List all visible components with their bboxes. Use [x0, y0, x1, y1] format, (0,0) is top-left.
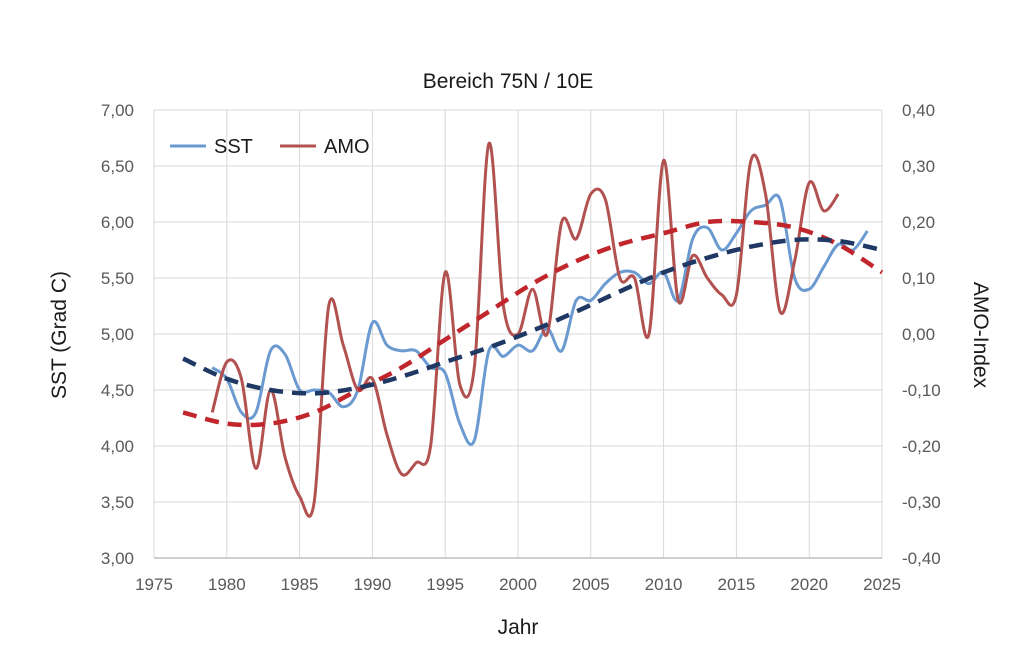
x-tick-label: 1980 [208, 575, 246, 594]
x-tick-label: 2000 [499, 575, 537, 594]
legend: SST AMO [170, 136, 370, 158]
y-tick-label: 5,00 [101, 325, 134, 344]
sst-trend-line [182, 237, 883, 396]
series-group [182, 142, 884, 518]
y2-tick-label: -0,10 [902, 381, 941, 400]
y-axis-ticks: 3,00 3,50 4,00 4,50 5,00 5,50 6,00 6,50 7,00 [101, 101, 134, 568]
y2-tick-label: -0,40 [902, 549, 941, 568]
y-tick-label: 3,00 [101, 549, 134, 568]
y-tick-label: 6,00 [101, 213, 134, 232]
grid [153, 109, 883, 559]
x-axis-title: Jahr [498, 616, 539, 639]
x-tick-label: 2005 [572, 575, 610, 594]
y2-tick-label: 0,10 [902, 269, 935, 288]
x-tick-label: 2010 [645, 575, 683, 594]
y-tick-label: 7,00 [101, 101, 134, 120]
y2-tick-label: 0,20 [902, 213, 935, 232]
amo-line [210, 142, 840, 518]
chart-title: Bereich 75N / 10E [423, 70, 593, 93]
x-tick-label: 1985 [281, 575, 319, 594]
legend-sst-label: SST [214, 136, 253, 158]
x-tick-label: 2025 [863, 575, 901, 594]
y-tick-label: 5,50 [101, 269, 134, 288]
x-tick-label: 1995 [426, 575, 464, 594]
y2-tick-label: 0,00 [902, 325, 935, 344]
y-tick-label: 3,50 [101, 493, 134, 512]
y-tick-label: 6,50 [101, 157, 134, 176]
y-tick-label: 4,50 [101, 381, 134, 400]
y-axis-title: SST (Grad C) [48, 271, 71, 399]
legend-amo-label: AMO [324, 136, 370, 158]
x-tick-label: 2015 [717, 575, 755, 594]
y2-tick-label: 0,40 [902, 101, 935, 120]
x-tick-label: 2020 [790, 575, 828, 594]
x-tick-label: 1990 [353, 575, 391, 594]
y2-tick-label: -0,30 [902, 493, 941, 512]
y2-tick-label: 0,30 [902, 157, 935, 176]
x-tick-label: 1975 [135, 575, 173, 594]
x-axis-ticks: 1975 1980 1985 1990 1995 2000 2005 2010 2015 2020… [135, 575, 901, 594]
y2-axis-title: AMO-Index [969, 282, 992, 389]
amo-trend-line [182, 218, 884, 428]
y2-tick-label: -0,20 [902, 437, 941, 456]
y-tick-label: 4,00 [101, 437, 134, 456]
y2-axis-ticks: -0,40 -0,30 -0,20 -0,10 0,00 0,10 0,20 0,30 0,40 [902, 101, 941, 568]
